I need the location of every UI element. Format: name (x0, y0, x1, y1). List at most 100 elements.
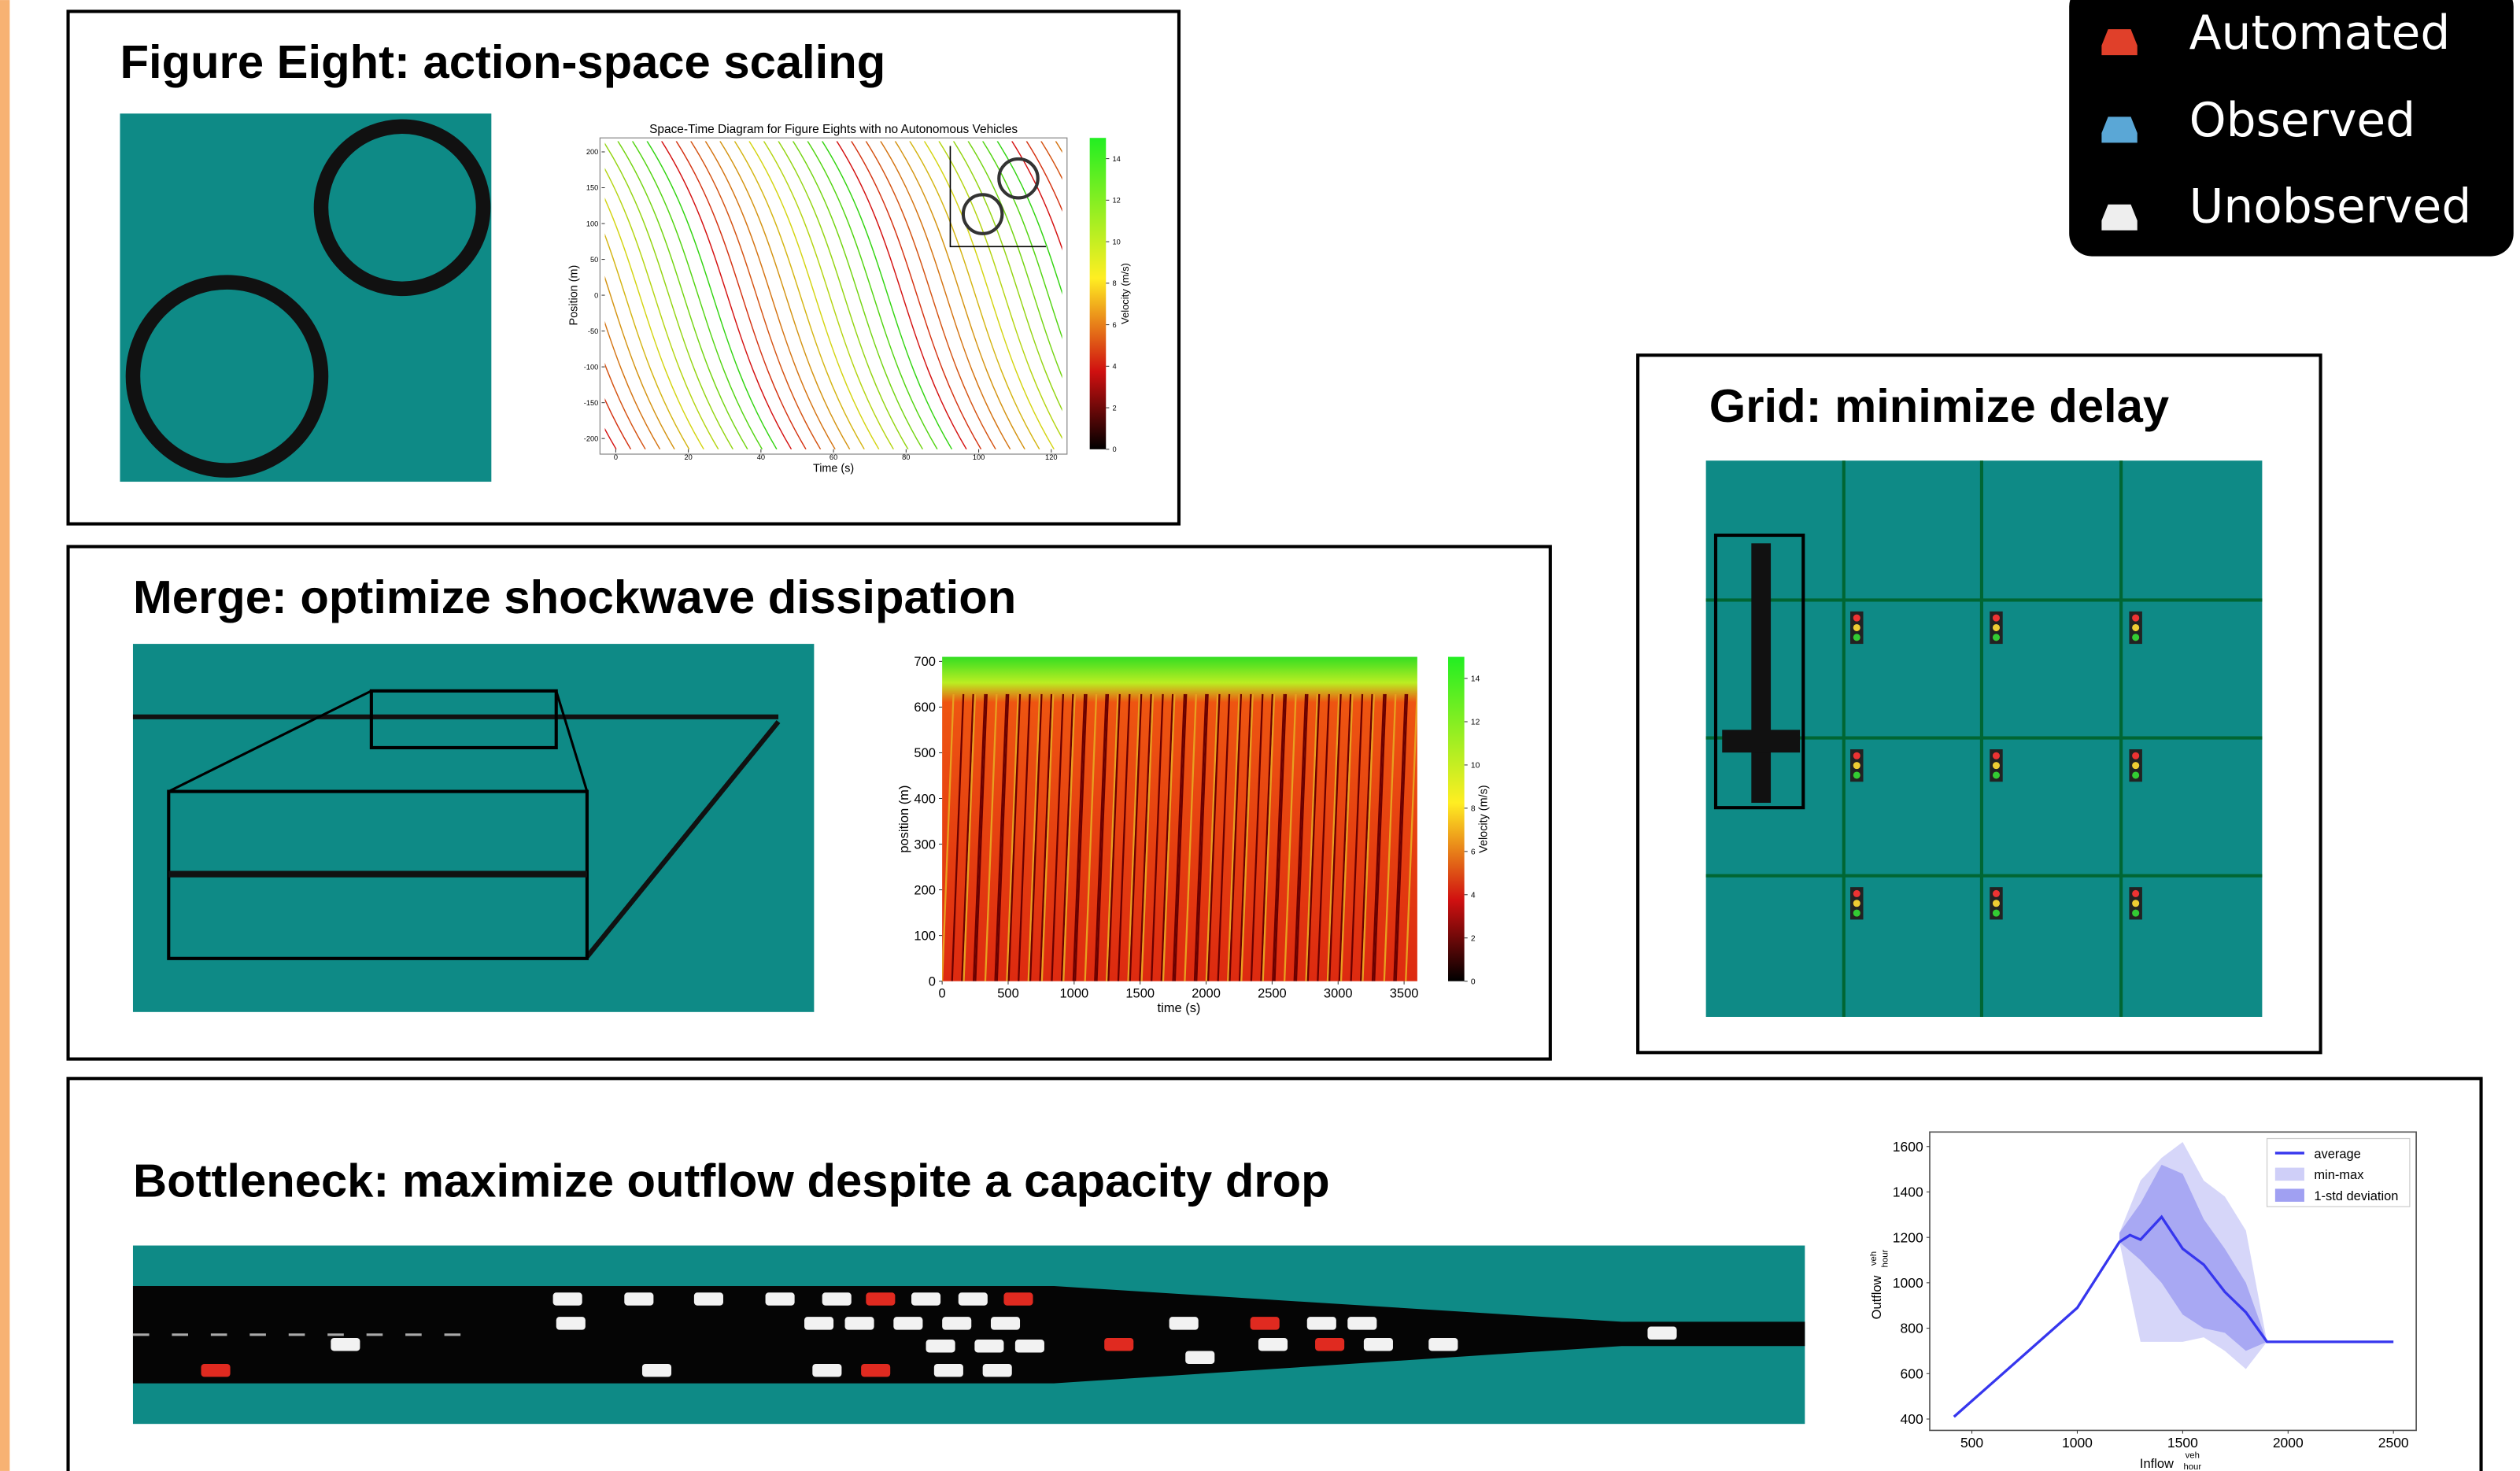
car (861, 1364, 890, 1377)
x-tick-label: 1000 (1060, 986, 1089, 1000)
lamp (1853, 634, 1860, 641)
x-tick-label: 3000 (1324, 986, 1353, 1000)
lamp (1853, 762, 1860, 769)
y-axis-label: position (m) (897, 785, 911, 853)
colorbar-tick-label: 8 (1471, 804, 1476, 813)
x-tick-label: 60 (830, 453, 837, 461)
lamp (2132, 771, 2139, 778)
lamp (2132, 634, 2139, 641)
lamp (2132, 752, 2139, 760)
y-axis-label: Position (m) (568, 265, 581, 326)
legend-swatch (2275, 1168, 2304, 1181)
x-unit: hour (2183, 1462, 2201, 1471)
sim-image (133, 644, 814, 1012)
y-tick-label: 800 (1901, 1321, 1923, 1336)
y-tick-label: 1200 (1893, 1229, 1923, 1245)
page: Automated Observed Unobserved Figure Eig… (0, 0, 2520, 1471)
x-tick-label: 20 (684, 453, 692, 461)
y-tick-label: 500 (914, 746, 935, 760)
road (1722, 730, 1800, 752)
x-tick-label: 40 (757, 453, 765, 461)
car (866, 1292, 895, 1305)
x-unit: veh (2186, 1451, 2200, 1460)
car (845, 1317, 874, 1329)
colorbar-tick-label: 14 (1471, 675, 1480, 684)
car (942, 1317, 971, 1329)
car (1647, 1327, 1676, 1340)
car (1169, 1317, 1199, 1329)
plot-frame (600, 138, 1066, 454)
car (822, 1292, 852, 1305)
lamp (1853, 771, 1860, 778)
legend-label: 1-std deviation (2314, 1189, 2398, 1203)
colorbar-tick-label: 0 (1471, 978, 1476, 986)
y-tick-label: 600 (914, 700, 935, 715)
y-tick-label: -100 (584, 363, 599, 371)
colorbar-label: Velocity (m/s) (1119, 263, 1131, 324)
y-tick-label: 0 (594, 291, 598, 299)
colorbar-tick-label: 12 (1112, 197, 1120, 205)
colorbar (1448, 657, 1465, 981)
car (934, 1364, 963, 1377)
car (553, 1292, 582, 1305)
car (991, 1317, 1020, 1329)
x-tick-label: 3500 (1390, 986, 1419, 1000)
legend-label: Unobserved (2189, 179, 2472, 234)
y-tick-label: 300 (914, 837, 935, 852)
x-tick-label: 1500 (1125, 986, 1155, 1000)
y-tick-label: 200 (914, 883, 935, 897)
y-tick-label: 600 (1901, 1366, 1923, 1381)
car (1251, 1317, 1280, 1329)
colorbar-tick-label: 2 (1112, 404, 1116, 412)
legend-label: Automated (2189, 6, 2451, 61)
car (804, 1317, 833, 1329)
lamp (1993, 752, 2000, 760)
figure: Automated Observed Unobserved Figure Eig… (0, 0, 2520, 1471)
lamp (1993, 624, 2000, 631)
car (556, 1317, 586, 1329)
colorbar-tick-label: 14 (1112, 155, 1120, 163)
car (812, 1364, 841, 1377)
car (624, 1292, 653, 1305)
colorbar-tick-label: 0 (1112, 445, 1116, 453)
lamp (2132, 762, 2139, 769)
car (1015, 1340, 1044, 1352)
x-tick-label: 0 (614, 453, 618, 461)
x-tick-label: 500 (1960, 1435, 1983, 1451)
y-unit: hour (1880, 1249, 1890, 1267)
lamp (1853, 752, 1860, 760)
x-tick-label: 500 (997, 986, 1018, 1000)
car (1364, 1338, 1393, 1351)
car (983, 1364, 1012, 1377)
legend-label: average (2314, 1147, 2361, 1161)
y-tick-label: 0 (929, 974, 936, 989)
road (1751, 543, 1771, 803)
car (331, 1338, 360, 1351)
lamp (1993, 762, 2000, 769)
y-unit: veh (1869, 1251, 1879, 1266)
y-tick-label: 1600 (1893, 1139, 1923, 1155)
x-tick-label: 2000 (2273, 1435, 2304, 1451)
panel-title: Figure Eight: action-space scaling (120, 35, 885, 88)
lamp (1853, 615, 1860, 622)
x-tick-label: 1500 (2167, 1435, 2198, 1451)
car (1315, 1338, 1344, 1351)
y-tick-label: -150 (584, 399, 599, 407)
x-tick-label: 2500 (2378, 1435, 2409, 1451)
streak (1070, 141, 1200, 449)
colorbar-tick-label: 8 (1112, 279, 1116, 287)
car (911, 1292, 940, 1305)
colorbar-tick-label: 6 (1471, 848, 1476, 856)
car (1347, 1317, 1376, 1329)
lamp (1993, 615, 2000, 622)
lamp (2132, 900, 2139, 907)
x-tick-label: 1000 (2062, 1435, 2093, 1451)
legend-label: Observed (2189, 94, 2415, 148)
car (694, 1292, 723, 1305)
x-tick-label: 120 (1045, 453, 1057, 461)
side-stripe (0, 0, 9, 1471)
lamp (1853, 890, 1860, 897)
car-icon (2101, 29, 2137, 55)
lamp (1853, 910, 1860, 917)
lamp (1993, 900, 2000, 907)
